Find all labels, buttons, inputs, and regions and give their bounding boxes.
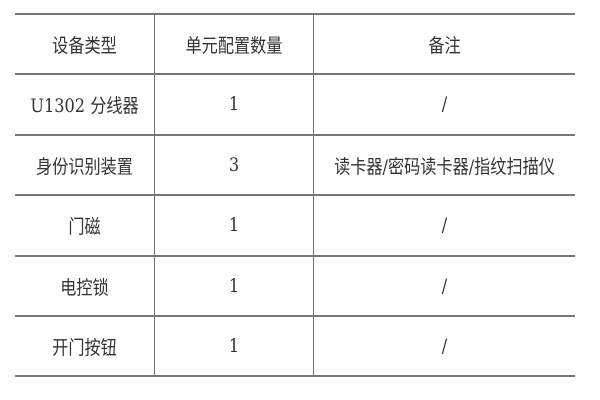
table-cell: 3 bbox=[228, 154, 240, 176]
table-rule bbox=[15, 255, 575, 257]
table-rule bbox=[15, 13, 575, 15]
table-rule bbox=[15, 315, 575, 317]
table-cell: / bbox=[441, 335, 448, 357]
table-cell: 开门按钮 bbox=[52, 336, 117, 359]
table-rule bbox=[15, 375, 575, 377]
table-cell: 电控锁 bbox=[60, 276, 109, 299]
table-cell: 1 bbox=[228, 214, 240, 236]
table-cell: / bbox=[441, 93, 448, 115]
column-divider bbox=[154, 13, 155, 376]
table-cell: 1 bbox=[228, 93, 240, 115]
table-cell: 门磁 bbox=[68, 215, 101, 238]
table-cell: / bbox=[441, 275, 448, 297]
table-cell: 1 bbox=[228, 335, 240, 357]
table-cell: 身份识别装置 bbox=[36, 155, 133, 178]
table-cell: U1302 分线器 bbox=[30, 94, 139, 117]
table-cell: / bbox=[441, 214, 448, 236]
table-cell: 1 bbox=[228, 275, 240, 297]
table-rule bbox=[15, 134, 575, 136]
column-header: 设备类型 bbox=[52, 34, 117, 57]
column-header: 单元配置数量 bbox=[185, 34, 283, 57]
table-rule bbox=[15, 73, 575, 75]
table-cell: 读卡器/密码读卡器/指纹扫描仪 bbox=[334, 155, 555, 178]
column-divider bbox=[313, 13, 314, 376]
column-header: 备注 bbox=[428, 34, 461, 57]
table-rule bbox=[15, 194, 575, 196]
